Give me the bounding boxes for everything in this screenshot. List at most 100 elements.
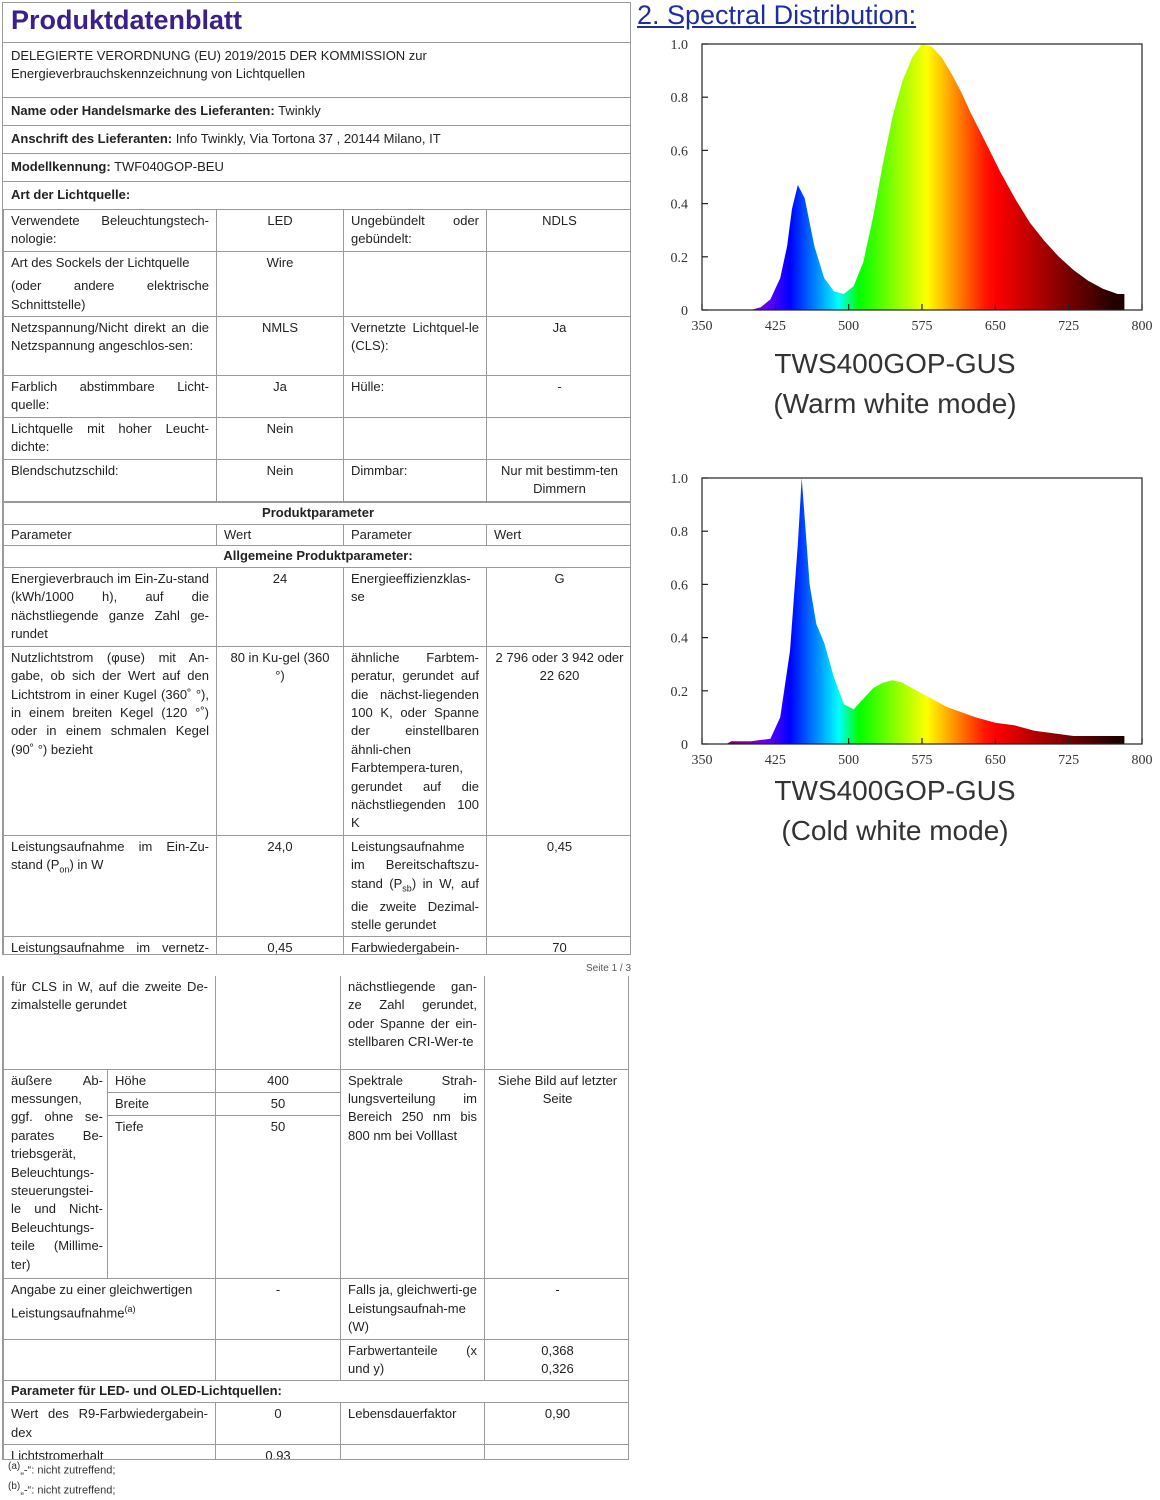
height-label: Höhe	[106, 1068, 217, 1093]
lumen-maintenance-label: Lichtstromerhalt	[3, 1444, 217, 1459]
y-tick-label: 0.2	[671, 685, 689, 700]
glare-label: Blendschutzschild:	[3, 458, 217, 502]
x-tick-label: 425	[765, 753, 786, 768]
y-tick-label: 1.0	[671, 472, 689, 487]
footnote-b: (b)„-“: nicht zutreffend;	[8, 1481, 115, 1497]
directional-value: NDLS	[486, 209, 630, 252]
cold-chart-mode: (Cold white mode)	[781, 815, 1009, 846]
general-params-heading: Allgemeine Produktparameter:	[3, 545, 630, 569]
energy-consumption-label: Energieverbrauch im Ein-Zu-stand (kWh/10…	[3, 567, 217, 647]
standby-subscript: sb	[402, 883, 412, 894]
efficiency-class-label: Energieeffizienzklas-se	[343, 567, 487, 647]
survival-factor-label: Lebensdauerfaktor	[340, 1402, 486, 1446]
cold-chart-model: TWS400GOP-GUS	[774, 775, 1016, 806]
cls-value: Ja	[486, 316, 630, 377]
energy-consumption-value: 24	[216, 567, 344, 647]
equivalent-power-yes-value: -	[484, 1278, 628, 1340]
y-tick-label: 1.0	[671, 38, 689, 53]
networked-standby-value: 0,45	[216, 936, 344, 954]
empty-cell	[484, 1444, 628, 1459]
width-value: 50	[215, 1091, 342, 1117]
r9-value: 0	[215, 1402, 342, 1446]
glare-value: Nein	[216, 458, 344, 502]
cold-spectrum-chart: 0 0.2 0.4 0.6 0.8 1.0 350 425 500 575 650 725 800	[671, 472, 1153, 768]
chromaticity-value: 0,368 0,326	[484, 1338, 628, 1382]
standby-label-suffix: ) in W, auf die zweite Dezimal-stelle ge…	[351, 875, 479, 932]
model-label: Modellkennung:	[11, 159, 111, 174]
tech-value: LED	[216, 209, 344, 252]
y-tick-label: 0.6	[671, 144, 689, 159]
luminous-flux-label: Nutzlichtstrom (φuse) mit An-gabe, ob si…	[3, 645, 217, 836]
equivalent-power-yes-label: Falls ja, gleichwerti-ge Leistungsaufnah…	[340, 1278, 486, 1340]
warm-chart-caption: TWS400GOP-GUS (Warm white mode)	[730, 344, 1060, 424]
cap-type-label-a: Art des Sockels der Lichtquelle	[11, 254, 190, 270]
tech-label: Verwendete Beleuchtungstech-nologie:	[3, 209, 217, 252]
light-type-table: Verwendete Beleuchtungstech-nologie: LED…	[3, 209, 630, 502]
model-row: Modellkennung: TWF040GOP-BEU	[3, 154, 630, 182]
supplier-name-value: Twinkly	[278, 103, 321, 118]
footnote-b-text: „-“: nicht zutreffend;	[20, 1484, 116, 1497]
x-tick-label: 350	[692, 753, 713, 768]
cct-value: 2 796 oder 3 942 oder 22 620	[485, 645, 630, 836]
chromaticity-x: 0,368	[541, 1342, 574, 1358]
power-on-value: 24,0	[216, 834, 344, 938]
depth-label: Tiefe	[106, 1115, 217, 1280]
efficiency-class-value: G	[485, 567, 630, 647]
networked-standby-cont: für CLS in W, auf die zweite De-zimalste…	[3, 976, 217, 1070]
empty-cell	[215, 1338, 342, 1382]
equivalent-power-label: Angabe zu einer gleichwertigen Leistungs…	[3, 1278, 217, 1340]
footnote-a: (a)„-“: nicht zutreffend;	[8, 1461, 115, 1477]
warm-spectrum-chart: 0 0.2 0.4 0.6 0.8 1.0 350 425 500 575 650 725 800	[671, 38, 1153, 334]
empty-cell	[3, 1338, 217, 1382]
supplier-address-row: Anschrift des Lieferanten: Info Twinkly,…	[3, 126, 630, 154]
x-tick-label: 725	[1058, 319, 1079, 334]
directional-label: Ungebündelt oder gebündelt:	[343, 209, 487, 252]
equivalent-power-value: -	[215, 1278, 342, 1340]
footnote-a-text: „-“: nicht zutreffend;	[20, 1464, 116, 1477]
y-tick-label: 0.8	[671, 525, 689, 540]
x-tick-label: 725	[1058, 753, 1079, 768]
x-tick-label: 500	[838, 319, 859, 334]
luminous-flux-value: 80 in Ku-gel (360 °)	[216, 645, 344, 836]
col-header-value: Wert	[216, 523, 344, 547]
cold-chart-caption: TWS400GOP-GUS (Cold white mode)	[715, 771, 1075, 851]
chromaticity-label: Farbwertanteile (x und y)	[340, 1338, 486, 1382]
x-tick-label: 650	[985, 319, 1006, 334]
col-header-value: Wert	[485, 523, 630, 547]
y-tick-label: 0.4	[671, 198, 689, 213]
cap-type-label: Art des Sockels der Lichtquelle (oder an…	[3, 250, 217, 318]
page-title: Produktdatenblatt	[3, 3, 630, 43]
warm-chart-model: TWS400GOP-GUS	[774, 348, 1016, 379]
cri-value: 70	[485, 936, 630, 954]
depth-value: 50	[215, 1115, 342, 1280]
cls-label: Vernetzte Lichtquel-le (CLS):	[343, 316, 487, 377]
power-on-subscript: on	[59, 864, 70, 875]
continued-params-table: für CLS in W, auf die zweite De-zimalste…	[3, 976, 628, 1459]
col-header-param: Parameter	[343, 523, 487, 547]
regulation-text: DELEGIERTE VERORDNUNG (EU) 2019/2015 DER…	[3, 43, 630, 98]
product-params-table: Produktparameter Parameter Wert Paramete…	[3, 501, 630, 955]
spectral-distribution-label: Spektrale Strah-lungsverteilung im Berei…	[340, 1068, 486, 1280]
power-on-label-text: Leistungsaufnahme im Ein-Zu-stand (P	[11, 838, 209, 873]
cap-type-value: Wire	[216, 250, 344, 318]
spectral-distribution-value: Siehe Bild auf letzter Seite	[484, 1068, 628, 1280]
warm-chart-mode: (Warm white mode)	[773, 388, 1017, 419]
width-label: Breite	[106, 1091, 217, 1117]
footnote-b-marker: (b)	[8, 1481, 21, 1492]
page-number: Seite 1 / 3	[586, 963, 632, 974]
model-value: TWF040GOP-BEU	[114, 159, 224, 174]
y-tick-label: 0	[681, 304, 688, 319]
product-params-heading: Produktparameter	[3, 501, 630, 525]
empty-cell	[215, 976, 342, 1070]
x-tick-label: 425	[765, 319, 786, 334]
spectrum-area	[702, 44, 1125, 310]
survival-factor-value: 0,90	[484, 1402, 628, 1446]
x-tick-label: 350	[692, 319, 713, 334]
lumen-maintenance-value: 0,93	[215, 1444, 342, 1459]
footnote-marker: (a)	[124, 1303, 136, 1314]
supplier-address-value: Info Twinkly, Via Tortona 37 , 20144 Mil…	[175, 131, 441, 146]
dimensions-label: äußere Ab-messungen, ggf. ohne se-parate…	[3, 1068, 108, 1280]
high-luminance-value: Nein	[216, 416, 344, 460]
equivalent-power-text: Angabe zu einer gleichwertigen Leistungs…	[11, 1282, 193, 1321]
networked-standby-text: Leistungsaufnahme im vernetz-ten Bereits…	[11, 940, 209, 955]
